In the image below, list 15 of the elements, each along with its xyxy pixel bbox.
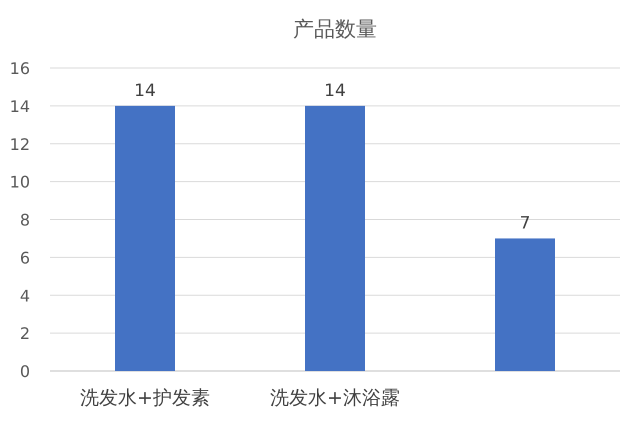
y-tick-label: 16 — [10, 59, 30, 78]
y-tick-label: 10 — [10, 172, 30, 192]
y-tick-label: 6 — [20, 248, 30, 268]
data-label: 7 — [520, 213, 530, 234]
data-label: 14 — [324, 80, 346, 101]
y-tick-label: 14 — [10, 96, 30, 116]
data-label: 14 — [134, 80, 156, 101]
chart-title: 产品数量 — [293, 17, 377, 41]
x-tick-label: 洗发水+护发素 — [80, 387, 210, 409]
y-tick-label: 12 — [10, 134, 30, 154]
y-tick-label: 8 — [20, 210, 30, 230]
y-tick-label: 4 — [20, 286, 30, 306]
y-tick-label: 2 — [20, 324, 30, 344]
x-tick-label: 洗发水+沐浴露 — [270, 387, 400, 409]
y-tick-label: 0 — [20, 362, 30, 381]
